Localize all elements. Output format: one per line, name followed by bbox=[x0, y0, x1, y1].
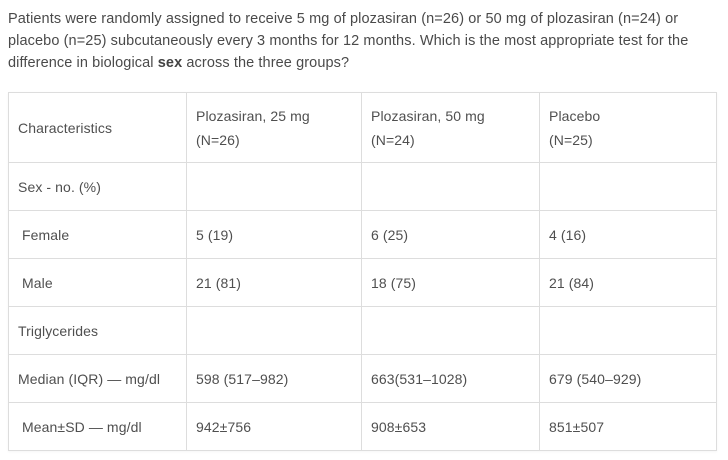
characteristics-table: Characteristics Plozasiran, 25 mg (N=26)… bbox=[8, 92, 717, 451]
cell-value: 18 (75) bbox=[361, 258, 540, 307]
column-subtitle: (N=25) bbox=[549, 131, 593, 148]
table-row: Sex - no. (%) bbox=[8, 162, 717, 211]
column-header-characteristics: Characteristics bbox=[8, 92, 187, 163]
column-header-plozasiran-50: Plozasiran, 50 mg (N=24) bbox=[361, 92, 540, 163]
question-segment-1: Patients were randomly assigned to recei… bbox=[8, 11, 689, 71]
row-label: Mean±SD — mg/dl bbox=[8, 402, 187, 451]
cell-value bbox=[361, 162, 540, 211]
cell-value: 4 (16) bbox=[539, 210, 717, 259]
table-row: Median (IQR) — mg/dl 598 (517–982) 663(531… bbox=[8, 354, 717, 403]
cell-value: 5 (19) bbox=[186, 210, 362, 259]
column-subtitle: (N=24) bbox=[371, 131, 415, 148]
cell-value: 679 (540–929) bbox=[539, 354, 717, 403]
column-title: Plozasiran, 25 mg bbox=[196, 107, 310, 124]
cell-value bbox=[539, 306, 717, 355]
cell-value: 6 (25) bbox=[361, 210, 540, 259]
column-header-plozasiran-25: Plozasiran, 25 mg (N=26) bbox=[186, 92, 362, 163]
row-label: Female bbox=[8, 210, 187, 259]
cell-value: 21 (84) bbox=[539, 258, 717, 307]
cell-value: 21 (81) bbox=[186, 258, 362, 307]
cell-value bbox=[361, 306, 540, 355]
question-text: Patients were randomly assigned to recei… bbox=[8, 8, 720, 74]
cell-value: 942±756 bbox=[186, 402, 362, 451]
cell-value bbox=[186, 162, 362, 211]
table-row: Triglycerides bbox=[8, 306, 717, 355]
table-row: Mean±SD — mg/dl 942±756 908±653 851±507 bbox=[8, 402, 717, 451]
column-title: Plozasiran, 50 mg bbox=[371, 107, 485, 124]
table-row: Male 21 (81) 18 (75) 21 (84) bbox=[8, 258, 717, 307]
row-label: Median (IQR) — mg/dl bbox=[8, 354, 187, 403]
cell-value: 598 (517–982) bbox=[186, 354, 362, 403]
cell-value: 851±507 bbox=[539, 402, 717, 451]
cell-value bbox=[539, 162, 717, 211]
column-title: Characteristics bbox=[18, 119, 113, 136]
cell-value: 908±653 bbox=[361, 402, 540, 451]
row-label: Male bbox=[8, 258, 187, 307]
column-header-placebo: Placebo (N=25) bbox=[539, 92, 717, 163]
row-label: Triglycerides bbox=[8, 306, 187, 355]
cell-value: 663(531–1028) bbox=[361, 354, 540, 403]
table-row: Female 5 (19) 6 (25) 4 (16) bbox=[8, 210, 717, 259]
column-subtitle: (N=26) bbox=[196, 131, 240, 148]
question-emphasized-word: sex bbox=[157, 55, 183, 71]
column-title: Placebo bbox=[549, 107, 601, 124]
table-body: Sex - no. (%) Female 5 (19) 6 (25) 4 (16) Mal… bbox=[8, 162, 717, 451]
question-segment-2: across the three groups? bbox=[182, 55, 350, 71]
cell-value bbox=[186, 306, 362, 355]
table-header-row: Characteristics Plozasiran, 25 mg (N=26)… bbox=[8, 92, 717, 163]
row-label: Sex - no. (%) bbox=[8, 162, 187, 211]
